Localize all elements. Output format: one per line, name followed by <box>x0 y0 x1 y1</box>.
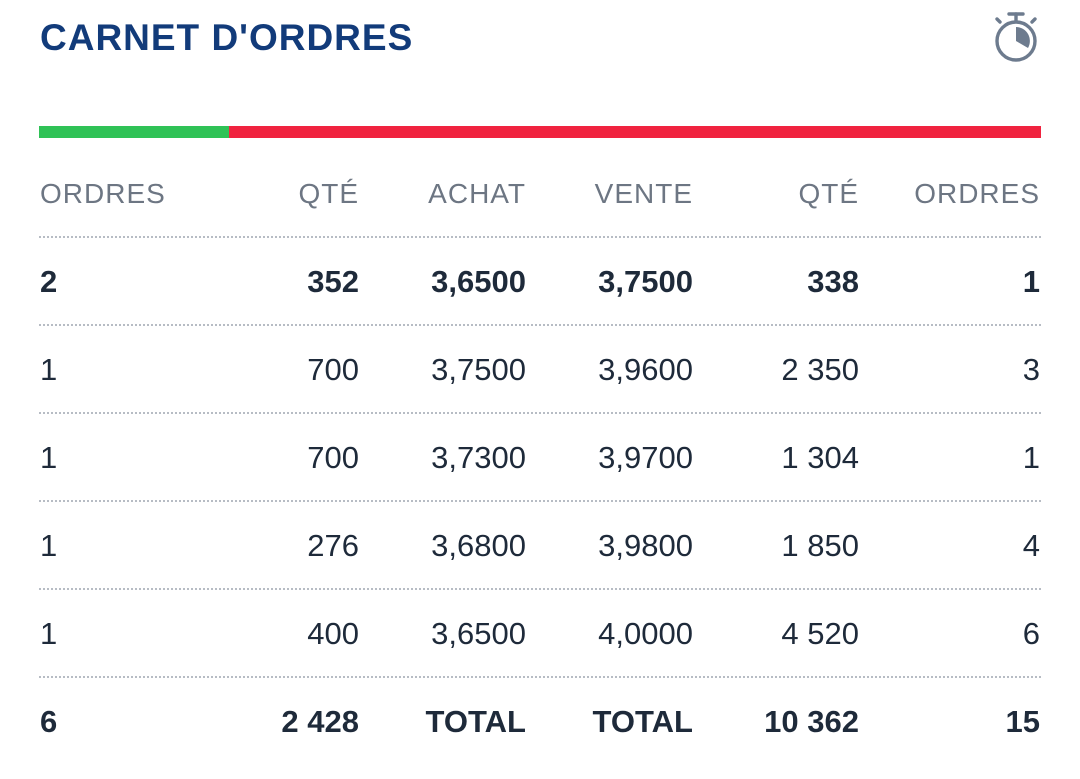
col-header-bid: ACHAT <box>428 178 526 209</box>
sell-qty-cell: 1 304 <box>781 440 859 475</box>
table-row: 1 700 3,7300 3,9700 1 304 1 <box>39 414 1041 502</box>
sell-orders-cell: 4 <box>1022 528 1040 563</box>
buy-orders-cell: 1 <box>40 616 58 651</box>
buy-orders-cell: 1 <box>40 528 58 563</box>
sell-qty-cell: 4 520 <box>781 616 859 651</box>
bid-price-cell: 3,6500 <box>431 264 526 299</box>
table-row: 1 700 3,7500 3,9600 2 350 3 <box>39 326 1041 414</box>
table-row: 1 276 3,6800 3,9800 1 850 4 <box>39 502 1041 590</box>
total-sell-orders: 15 <box>1005 704 1040 739</box>
row-divider <box>39 412 1041 414</box>
ask-price-cell: 3,9700 <box>598 440 693 475</box>
row-divider <box>39 324 1041 326</box>
total-row: 6 2 428 TOTAL TOTAL 10 362 15 <box>39 678 1041 766</box>
row-divider <box>39 676 1041 678</box>
buy-qty-cell: 276 <box>307 528 359 563</box>
bid-price-cell: 3,7300 <box>431 440 526 475</box>
col-header-buy-orders: ORDRES <box>40 178 166 209</box>
row-divider <box>39 500 1041 502</box>
ask-price-cell: 3,7500 <box>598 264 693 299</box>
buy-qty-cell: 700 <box>307 440 359 475</box>
sell-volume-bar <box>229 126 1041 138</box>
table-row: 2 352 3,6500 3,7500 338 1 <box>39 238 1041 326</box>
bid-price-cell: 3,6500 <box>431 616 526 651</box>
ask-price-cell: 3,9800 <box>598 528 693 563</box>
ask-price-cell: 4,0000 <box>598 616 693 651</box>
buy-qty-cell: 700 <box>307 352 359 387</box>
stopwatch-icon[interactable] <box>990 8 1042 64</box>
sell-orders-cell: 3 <box>1022 352 1040 387</box>
col-header-buy-qty: QTÉ <box>298 178 359 209</box>
sell-qty-cell: 338 <box>807 264 859 299</box>
sell-qty-cell: 2 350 <box>781 352 859 387</box>
sell-qty-cell: 1 850 <box>781 528 859 563</box>
sell-orders-cell: 1 <box>1022 264 1040 299</box>
buy-qty-cell: 400 <box>307 616 359 651</box>
col-header-sell-orders: ORDRES <box>914 178 1040 209</box>
buy-sell-ratio-bar <box>39 126 1041 138</box>
buy-volume-bar <box>39 126 230 138</box>
table-header: ORDRES QTÉ ACHAT VENTE QTÉ ORDRES <box>39 150 1041 238</box>
sell-orders-cell: 6 <box>1022 616 1040 651</box>
ask-price-cell: 3,9600 <box>598 352 693 387</box>
order-book-table: ORDRES QTÉ ACHAT VENTE QTÉ ORDRES 2 352 … <box>39 150 1041 766</box>
total-ask-label: TOTAL <box>592 704 693 739</box>
bid-price-cell: 3,6800 <box>431 528 526 563</box>
sell-orders-cell: 1 <box>1022 440 1040 475</box>
col-header-sell-qty: QTÉ <box>798 178 859 209</box>
total-buy-qty: 2 428 <box>281 704 359 739</box>
total-sell-qty: 10 362 <box>764 704 859 739</box>
col-header-ask: VENTE <box>594 178 693 209</box>
total-bid-label: TOTAL <box>425 704 526 739</box>
total-buy-orders: 6 <box>40 704 58 739</box>
buy-orders-cell: 1 <box>40 352 58 387</box>
bid-price-cell: 3,7500 <box>431 352 526 387</box>
page-title: CARNET D'ORDRES <box>40 17 414 58</box>
table-row: 1 400 3,6500 4,0000 4 520 6 <box>39 590 1041 678</box>
buy-orders-cell: 1 <box>40 440 58 475</box>
buy-orders-cell: 2 <box>40 264 58 299</box>
row-divider <box>39 236 1041 238</box>
row-divider <box>39 588 1041 590</box>
buy-qty-cell: 352 <box>307 264 359 299</box>
